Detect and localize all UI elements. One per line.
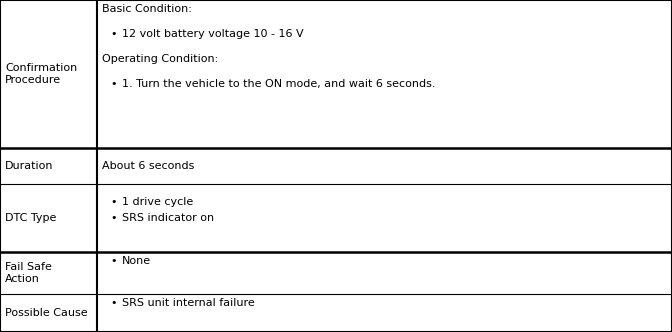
Text: SRS indicator on: SRS indicator on [122,213,214,223]
Text: •: • [110,298,116,308]
Text: Basic Condition:: Basic Condition: [102,4,192,14]
Text: •: • [110,197,116,207]
Text: •: • [110,79,116,89]
Text: •: • [110,29,116,39]
Text: DTC Type: DTC Type [5,213,56,223]
Text: Possible Cause: Possible Cause [5,308,87,318]
Text: None: None [122,256,151,266]
Text: SRS unit internal failure: SRS unit internal failure [122,298,255,308]
Text: •: • [110,256,116,266]
Text: 1. Turn the vehicle to the ON mode, and wait 6 seconds.: 1. Turn the vehicle to the ON mode, and … [122,79,435,89]
Text: •: • [110,213,116,223]
Text: Fail Safe
Action: Fail Safe Action [5,262,52,284]
Text: About 6 seconds: About 6 seconds [102,161,194,171]
Text: 1 drive cycle: 1 drive cycle [122,197,194,207]
Text: 12 volt battery voltage 10 - 16 V: 12 volt battery voltage 10 - 16 V [122,29,304,39]
Text: Operating Condition:: Operating Condition: [102,54,218,64]
Text: Duration: Duration [5,161,54,171]
Text: Confirmation
Procedure: Confirmation Procedure [5,63,77,85]
